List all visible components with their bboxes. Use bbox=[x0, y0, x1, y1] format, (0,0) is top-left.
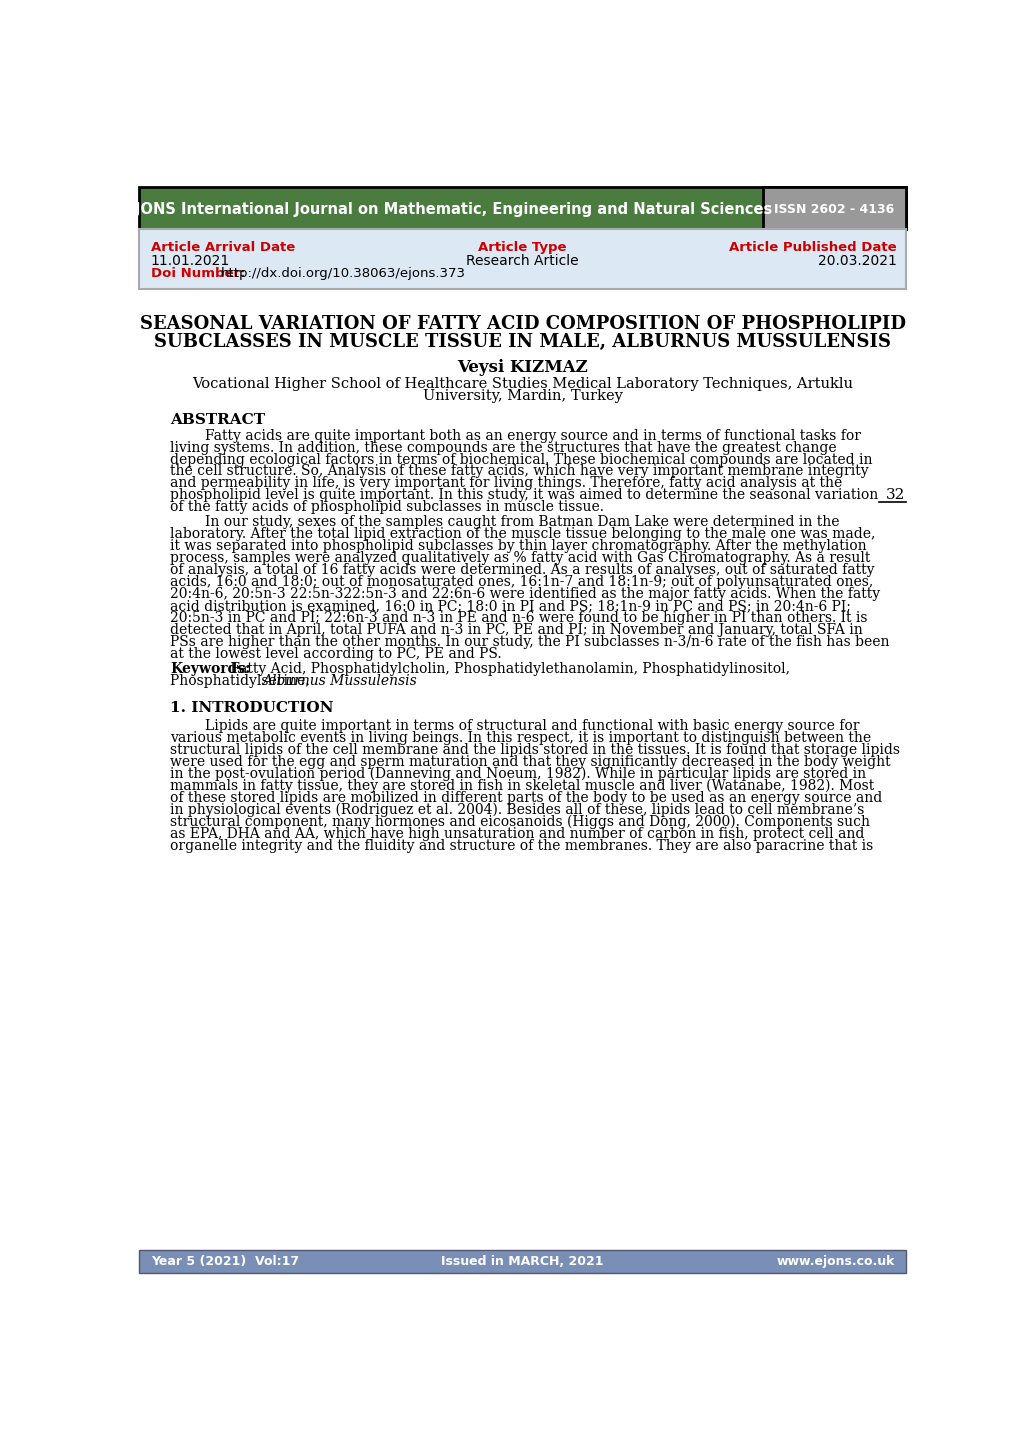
Text: 32: 32 bbox=[884, 489, 904, 502]
Text: in physiological events (Rodriguez et al. 2004). Besides all of these, lipids le: in physiological events (Rodriguez et al… bbox=[170, 803, 864, 818]
Text: it was separated into phospholipid subclasses by thin layer chromatography. Afte: it was separated into phospholipid subcl… bbox=[170, 539, 866, 554]
Text: depending ecological factors in terms of biochemical. These biochemical compound: depending ecological factors in terms of… bbox=[170, 453, 872, 467]
Text: Doi Number:: Doi Number: bbox=[151, 267, 245, 280]
Text: ABSTRACT: ABSTRACT bbox=[170, 414, 265, 427]
Bar bbox=[139, 229, 906, 290]
Text: 1. INTRODUCTION: 1. INTRODUCTION bbox=[170, 701, 333, 715]
Bar bbox=[762, 187, 906, 229]
Text: mammals in fatty tissue, they are stored in fish in skeletal muscle and liver (W: mammals in fatty tissue, they are stored… bbox=[170, 779, 873, 793]
Bar bbox=[139, 1250, 906, 1273]
Text: Article Published Date: Article Published Date bbox=[729, 241, 896, 254]
Text: structural lipids of the cell membrane and the lipids stored in the tissues. It : structural lipids of the cell membrane a… bbox=[170, 743, 899, 757]
Text: ISSN 2602 - 4136: ISSN 2602 - 4136 bbox=[773, 203, 894, 216]
Text: Research Article: Research Article bbox=[466, 254, 579, 268]
Text: as EPA, DHA and AA, which have high unsaturation and number of carbon in fish, p: as EPA, DHA and AA, which have high unsa… bbox=[170, 826, 864, 841]
Text: detected that in April, total PUFA and n-3 in PC, PE and PI; in November and Jan: detected that in April, total PUFA and n… bbox=[170, 623, 862, 637]
Text: Article Arrival Date: Article Arrival Date bbox=[151, 241, 294, 254]
Text: PSs are higher than the other months. In our study, the PI subclasses n-3/n-6 ra: PSs are higher than the other months. In… bbox=[170, 634, 889, 649]
Text: 11.01.2021: 11.01.2021 bbox=[151, 254, 229, 268]
Text: were used for the egg and sperm maturation and that they significantly decreased: were used for the egg and sperm maturati… bbox=[170, 756, 890, 769]
Text: www.ejons.co.uk: www.ejons.co.uk bbox=[775, 1255, 894, 1268]
Text: SEASONAL VARIATION OF FATTY ACID COMPOSITION OF PHOSPHOLIPID: SEASONAL VARIATION OF FATTY ACID COMPOSI… bbox=[140, 316, 905, 333]
Text: Phosphatidylserine,: Phosphatidylserine, bbox=[170, 673, 314, 688]
Text: Veysi KIZMAZ: Veysi KIZMAZ bbox=[457, 359, 588, 376]
Text: 20:4n-6, 20:5n-3 22:5n-322:5n-3 and 22:6n-6 were identified as the major fatty a: 20:4n-6, 20:5n-3 22:5n-322:5n-3 and 22:6… bbox=[170, 587, 879, 601]
Text: Alburnus Mussulensis: Alburnus Mussulensis bbox=[261, 673, 416, 688]
Text: 20:5n-3 in PC and PI; 22:6n-3 and n-3 in PE and n-6 were found to be higher in P: 20:5n-3 in PC and PI; 22:6n-3 and n-3 in… bbox=[170, 611, 867, 624]
Text: Fatty acids are quite important both as an energy source and in terms of functio: Fatty acids are quite important both as … bbox=[170, 428, 860, 443]
Text: University, Mardin, Turkey: University, Mardin, Turkey bbox=[423, 389, 622, 404]
Text: acids, 16:0 and 18:0; out of monosaturated ones, 16:1n-7 and 18:1n-9; out of pol: acids, 16:0 and 18:0; out of monosaturat… bbox=[170, 575, 872, 588]
Text: Fatty Acid, Phosphatidylcholin, Phosphatidylethanolamin, Phosphatidylinositol,: Fatty Acid, Phosphatidylcholin, Phosphat… bbox=[225, 662, 789, 676]
Text: process, samples were analyzed qualitatively as % fatty acid with Gas Chromatogr: process, samples were analyzed qualitati… bbox=[170, 551, 869, 565]
Text: laboratory. After the total lipid extraction of the muscle tissue belonging to t: laboratory. After the total lipid extrac… bbox=[170, 528, 874, 541]
Text: structural component, many hormones and eicosanoids (Higgs and Dong, 2000). Comp: structural component, many hormones and … bbox=[170, 815, 869, 829]
Text: SUBCLASSES IN MUSCLE TISSUE IN MALE, ALBURNUS MUSSULENSIS: SUBCLASSES IN MUSCLE TISSUE IN MALE, ALB… bbox=[155, 333, 890, 352]
Text: at the lowest level according to PC, PE and PS.: at the lowest level according to PC, PE … bbox=[170, 646, 501, 660]
Text: organelle integrity and the fluidity and structure of the membranes. They are al: organelle integrity and the fluidity and… bbox=[170, 839, 872, 852]
Text: phospholipid level is quite important. In this study, it was aimed to determine : phospholipid level is quite important. I… bbox=[170, 489, 877, 502]
Text: Keywords:: Keywords: bbox=[170, 662, 250, 676]
Text: Article Type: Article Type bbox=[478, 241, 567, 254]
Text: of the fatty acids of phospholipid subclasses in muscle tissue.: of the fatty acids of phospholipid subcl… bbox=[170, 500, 603, 515]
Text: Lipids are quite important in terms of structural and functional with basic ener: Lipids are quite important in terms of s… bbox=[170, 720, 859, 734]
Text: Vocational Higher School of Healthcare Studies Medical Laboratory Techniques, Ar: Vocational Higher School of Healthcare S… bbox=[192, 378, 853, 391]
Text: of these stored lipids are mobilized in different parts of the body to be used a: of these stored lipids are mobilized in … bbox=[170, 792, 881, 805]
Text: Issued in MARCH, 2021: Issued in MARCH, 2021 bbox=[441, 1255, 603, 1268]
Text: various metabolic events in living beings. In this respect, it is important to d: various metabolic events in living being… bbox=[170, 731, 870, 746]
Text: of analysis, a total of 16 fatty acids were determined. As a results of analyses: of analysis, a total of 16 fatty acids w… bbox=[170, 562, 873, 577]
Text: In our study, sexes of the samples caught from Batman Dam Lake were determined i: In our study, sexes of the samples caugh… bbox=[170, 515, 839, 529]
Text: in the post-ovulation period (Danneving and Noeum, 1982). While in particular li: in the post-ovulation period (Danneving … bbox=[170, 767, 865, 782]
Bar bbox=[139, 187, 906, 229]
Text: 20.03.2021: 20.03.2021 bbox=[817, 254, 896, 268]
Text: living systems. In addition, these compounds are the structures that have the gr: living systems. In addition, these compo… bbox=[170, 441, 836, 454]
Text: Year 5 (2021)  Vol:17: Year 5 (2021) Vol:17 bbox=[151, 1255, 299, 1268]
Text: EJONS International Journal on Mathematic, Engineering and Natural Sciences: EJONS International Journal on Mathemati… bbox=[125, 202, 772, 216]
Text: http://dx.doi.org/10.38063/ejons.373: http://dx.doi.org/10.38063/ejons.373 bbox=[220, 267, 465, 280]
Text: and permeability in life, is very important for living things. Therefore, fatty : and permeability in life, is very import… bbox=[170, 476, 842, 490]
Text: SUBCLASSES IN MUSCLE TISSUE IN MALE, ALBURNUS MUSSULENSIS: SUBCLASSES IN MUSCLE TISSUE IN MALE, ALB… bbox=[154, 333, 891, 352]
Text: the cell structure. So, Analysis of these fatty acids, which have very important: the cell structure. So, Analysis of thes… bbox=[170, 464, 868, 479]
Text: acid distribution is examined, 16:0 in PC; 18:0 in PI and PS; 18:1n-9 in PC and : acid distribution is examined, 16:0 in P… bbox=[170, 598, 850, 613]
